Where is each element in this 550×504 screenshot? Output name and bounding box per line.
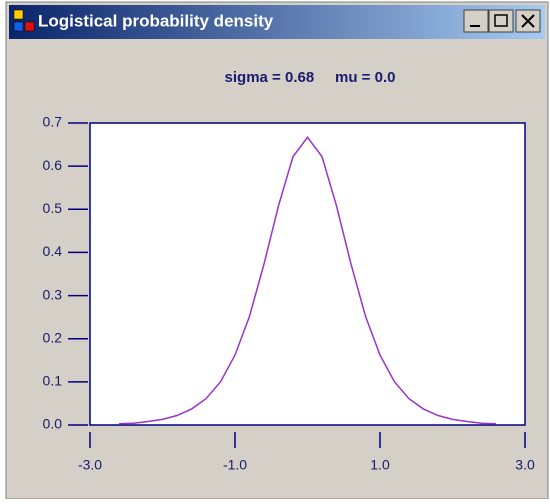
chart-title: sigma = 0.68 mu = 0.0 — [225, 69, 396, 86]
x-tick-label: 1.0 — [370, 457, 390, 473]
x-tick-label: -1.0 — [223, 457, 247, 473]
y-tick-label: 0.2 — [43, 329, 63, 345]
maximize-button[interactable] — [488, 9, 514, 33]
y-tick-label: 0.7 — [43, 114, 63, 130]
plot-area — [89, 122, 526, 426]
data-line — [118, 135, 497, 425]
x-tick-label: -3.0 — [78, 457, 102, 473]
y-tick-label: 0.6 — [43, 157, 63, 173]
title-bar — [9, 5, 545, 39]
y-tick-label: 0.1 — [43, 373, 63, 389]
y-tick-label: 0.0 — [43, 416, 63, 432]
y-tick-label: 0.5 — [43, 200, 63, 216]
close-button[interactable] — [515, 9, 541, 33]
minimize-button[interactable] — [463, 9, 489, 33]
x-tick-label: 3.0 — [515, 457, 535, 473]
y-tick-label: 0.4 — [43, 243, 63, 259]
window-title: Logistical probability density — [38, 11, 274, 30]
y-tick-label: 0.3 — [43, 286, 63, 302]
app-icon — [13, 9, 35, 32]
